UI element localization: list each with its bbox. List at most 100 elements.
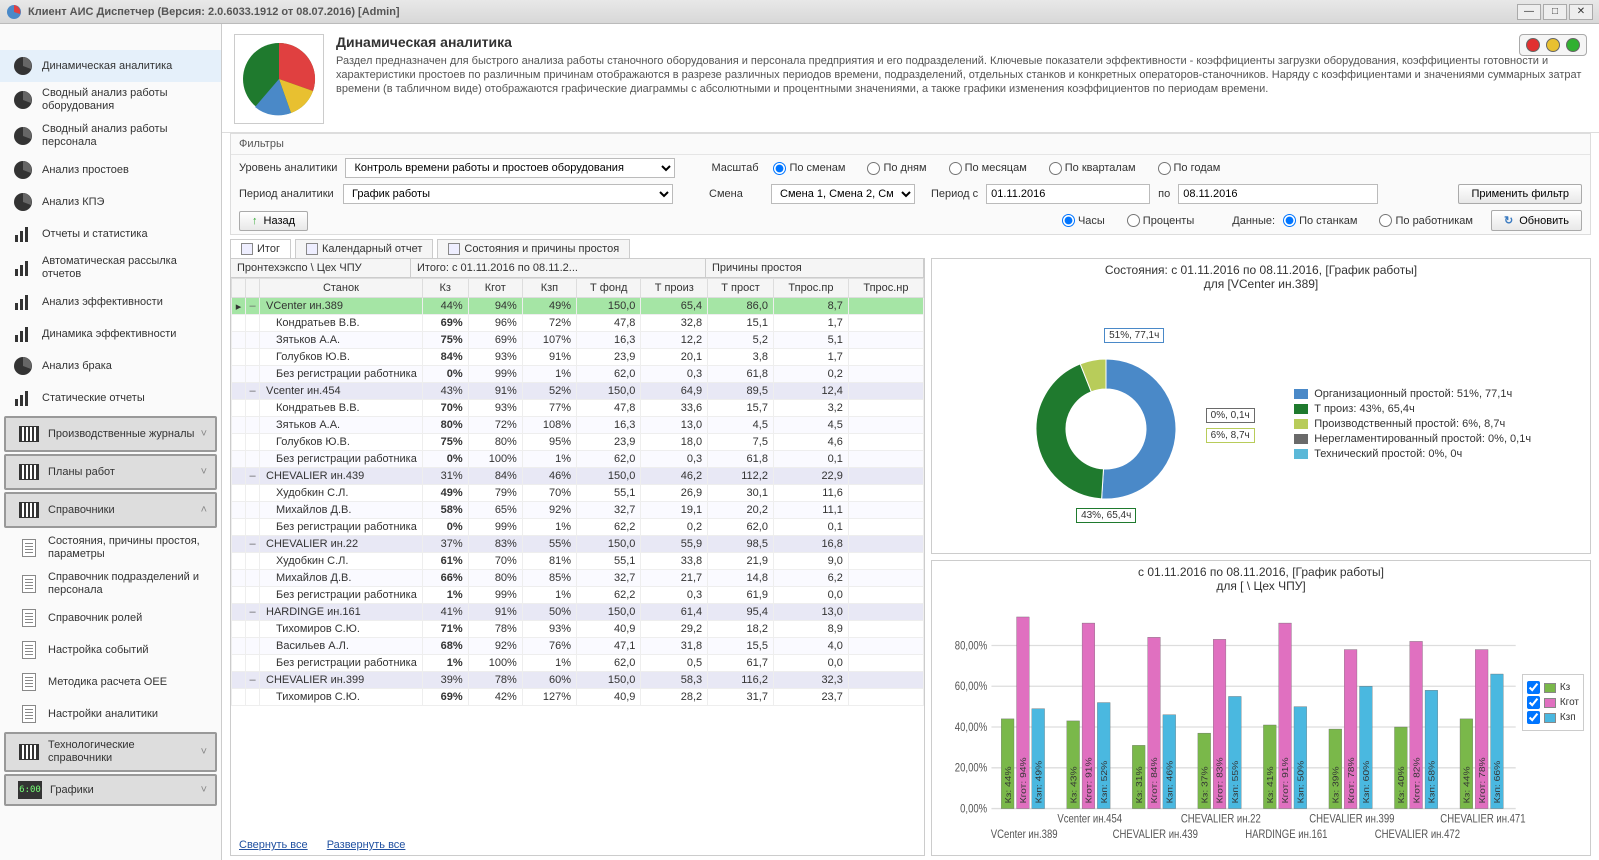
column-header[interactable]: Кзп xyxy=(522,279,576,298)
table-row[interactable]: Зятьков А.А.80%72%108%16,313,04,54,5 xyxy=(232,417,924,434)
sidebar-item[interactable]: Анализ КПЭ xyxy=(0,186,221,218)
sidebar-group[interactable]: Планы работ˅ xyxy=(4,454,217,490)
shift-select[interactable]: Смена 1, Смена 2, Смена 3 xyxy=(771,184,915,204)
table-row[interactable]: –CHEVALIER ин.2237%83%55%150,055,998,516… xyxy=(232,536,924,553)
sidebar-group-label: Производственные журналы xyxy=(48,428,201,441)
back-button[interactable]: ↑Назад xyxy=(239,211,308,231)
sidebar-subitem[interactable]: Настройка событий xyxy=(0,634,221,666)
sidebar-item[interactable]: Анализ эффективности xyxy=(0,286,221,318)
legend-checkbox[interactable] xyxy=(1527,696,1540,709)
sidebar-item[interactable]: Динамика эффективности xyxy=(0,318,221,350)
radio-option[interactable]: По дням xyxy=(867,162,926,175)
close-button[interactable]: ✕ xyxy=(1569,4,1593,20)
legend-checkbox[interactable] xyxy=(1527,681,1540,694)
table-row[interactable]: Михайлов Д.В.66%80%85%32,721,714,86,2 xyxy=(232,570,924,587)
sidebar-subitem[interactable]: Состояния, причины простоя, параметры xyxy=(0,530,221,566)
svg-text:Кз: 40%: Кз: 40% xyxy=(1397,766,1407,804)
svg-text:Кз: 37%: Кз: 37% xyxy=(1200,766,1210,804)
radio-option[interactable]: По месяцам xyxy=(949,162,1027,175)
sidebar-subitem[interactable]: Справочник подразделений и персонала xyxy=(0,566,221,602)
table-row[interactable]: Кондратьев В.В.70%93%77%47,833,615,73,2 xyxy=(232,400,924,417)
column-header[interactable]: Тпрос.пр xyxy=(773,279,848,298)
sidebar-subitem[interactable]: Методика расчета OEE xyxy=(0,666,221,698)
table-header-right: Причины простоя xyxy=(706,259,924,277)
sidebar-item[interactable]: Отчеты и статистика xyxy=(0,218,221,250)
sidebar-item[interactable]: Динамическая аналитика xyxy=(0,50,221,82)
radio-option[interactable]: По годам xyxy=(1158,162,1221,175)
table-row[interactable]: –Vcenter ин.45443%91%52%150,064,989,512,… xyxy=(232,383,924,400)
table-row[interactable]: –CHEVALIER ин.39939%78%60%150,058,3116,2… xyxy=(232,672,924,689)
sidebar-item[interactable]: Сводный анализ работы оборудования xyxy=(0,82,221,118)
svg-text:Кз: 44%: Кз: 44% xyxy=(1462,766,1472,804)
tab-summary[interactable]: Итог xyxy=(230,239,291,258)
minimize-button[interactable]: — xyxy=(1517,4,1541,20)
sidebar-item[interactable]: Статические отчеты xyxy=(0,382,221,414)
date-from-input[interactable] xyxy=(986,184,1150,204)
table-row[interactable]: Кондратьев В.В.69%96%72%47,832,815,11,7 xyxy=(232,315,924,332)
table-row[interactable]: Без регистрации работника0%99%1%62,00,36… xyxy=(232,366,924,383)
column-header[interactable]: Станок xyxy=(260,279,423,298)
expand-all-link[interactable]: Развернуть все xyxy=(327,839,406,851)
sidebar-group[interactable]: Справочники˄ xyxy=(4,492,217,528)
sidebar-item[interactable]: Анализ простоев xyxy=(0,154,221,186)
date-to-input[interactable] xyxy=(1178,184,1378,204)
radio-option[interactable]: По станкам xyxy=(1283,214,1357,227)
radio-option[interactable]: Проценты xyxy=(1127,214,1194,227)
sidebar-subitem[interactable]: Настройки аналитики xyxy=(0,698,221,730)
collapse-all-link[interactable]: Свернуть все xyxy=(239,839,308,851)
table-row[interactable]: Без регистрации работника0%100%1%62,00,3… xyxy=(232,451,924,468)
tab-calendar[interactable]: Календарный отчет xyxy=(295,239,433,258)
column-header[interactable]: Т произ xyxy=(641,279,708,298)
table-row[interactable]: Голубков Ю.В.84%93%91%23,920,13,81,7 xyxy=(232,349,924,366)
radio-option[interactable]: По сменам xyxy=(773,162,845,175)
radio-option[interactable]: По работникам xyxy=(1379,214,1472,227)
table-row[interactable]: Васильев А.Л.68%92%76%47,131,815,54,0 xyxy=(232,638,924,655)
column-header[interactable]: Т фонд xyxy=(577,279,641,298)
expand-toggle[interactable]: – xyxy=(246,468,260,485)
date-to-label: по xyxy=(1158,188,1170,200)
period-select[interactable]: График работы xyxy=(343,184,673,204)
table-row[interactable]: Без регистрации работника1%99%1%62,20,36… xyxy=(232,587,924,604)
radio-option[interactable]: Часы xyxy=(1062,214,1105,227)
sidebar-item-label: Настройка событий xyxy=(48,644,213,657)
table-row[interactable]: Голубков Ю.В.75%80%95%23,918,07,54,6 xyxy=(232,434,924,451)
expand-toggle[interactable]: – xyxy=(246,298,260,315)
apply-filter-button[interactable]: Применить фильтр xyxy=(1458,184,1582,204)
table-row[interactable]: Без регистрации работника0%99%1%62,20,26… xyxy=(232,519,924,536)
table-row[interactable]: Михайлов Д.В.58%65%92%32,719,120,211,1 xyxy=(232,502,924,519)
table-row[interactable]: Тихомиров С.Ю.71%78%93%40,929,218,28,9 xyxy=(232,621,924,638)
sidebar-subitem[interactable]: Справочник ролей xyxy=(0,602,221,634)
refresh-button[interactable]: ↻Обновить xyxy=(1491,210,1582,231)
table-row[interactable]: Зятьков А.А.75%69%107%16,312,25,25,1 xyxy=(232,332,924,349)
svg-text:Кгот: 83%: Кгот: 83% xyxy=(1216,757,1226,804)
table-row[interactable]: –CHEVALIER ин.43931%84%46%150,046,2112,2… xyxy=(232,468,924,485)
sidebar-item[interactable]: Сводный анализ работы персонала xyxy=(0,118,221,154)
sidebar-group[interactable]: 6:00Графики˅ xyxy=(4,774,217,806)
sidebar-group[interactable]: Производственные журналы˅ xyxy=(4,416,217,452)
sidebar-group-label: Технологические справочники xyxy=(48,739,201,765)
sidebar-item[interactable]: Анализ брака xyxy=(0,350,221,382)
column-header[interactable]: Кз xyxy=(422,279,468,298)
table-row[interactable]: Тихомиров С.Ю.69%42%127%40,928,231,723,7 xyxy=(232,689,924,706)
sidebar-item[interactable]: Автоматическая рассылка отчетов xyxy=(0,250,221,286)
legend-checkbox[interactable] xyxy=(1527,711,1540,724)
app-icon xyxy=(6,4,22,20)
level-select[interactable]: Контроль времени работы и простоев обору… xyxy=(345,158,675,178)
table-row[interactable]: Худобкин С.Л.49%79%70%55,126,930,111,6 xyxy=(232,485,924,502)
expand-toggle[interactable]: – xyxy=(246,604,260,621)
column-header[interactable]: Кгот xyxy=(468,279,522,298)
expand-toggle[interactable]: – xyxy=(246,383,260,400)
expand-toggle[interactable]: – xyxy=(246,536,260,553)
table-row[interactable]: ▸–VCenter ин.38944%94%49%150,065,486,08,… xyxy=(232,298,924,315)
sidebar-group[interactable]: Технологические справочники˅ xyxy=(4,732,217,772)
maximize-button[interactable]: □ xyxy=(1543,4,1567,20)
table-row[interactable]: Худобкин С.Л.61%70%81%55,133,821,99,0 xyxy=(232,553,924,570)
column-header[interactable]: Тпрос.нр xyxy=(848,279,923,298)
tab-states[interactable]: Состояния и причины простоя xyxy=(437,239,630,258)
column-header[interactable]: Т прост xyxy=(708,279,774,298)
expand-toggle[interactable]: – xyxy=(246,672,260,689)
table-row[interactable]: Без регистрации работника1%100%1%62,00,5… xyxy=(232,655,924,672)
donut-chart: 51%, 77,1ч0%, 0,1ч6%, 8,7ч43%, 65,4ч xyxy=(936,324,1286,524)
table-row[interactable]: –HARDINGE ин.16141%91%50%150,061,495,413… xyxy=(232,604,924,621)
radio-option[interactable]: По кварталам xyxy=(1049,162,1136,175)
